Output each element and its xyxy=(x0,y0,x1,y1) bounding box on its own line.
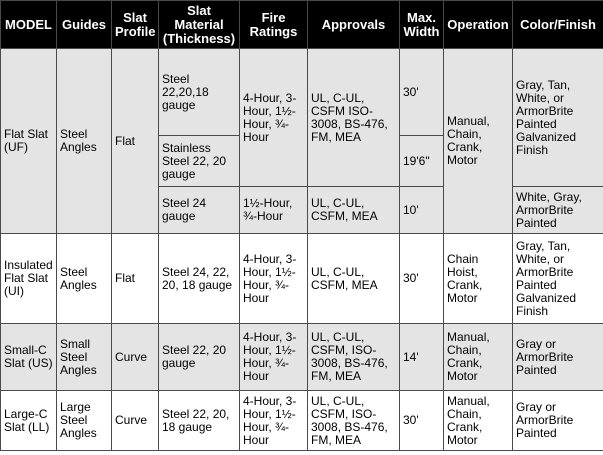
material-cell: Steel 22, 20 gauge xyxy=(158,323,240,391)
color-finish-cell: White, Gray, ArmorBrite Painted xyxy=(512,186,603,234)
model-cell: Large-C Slat (LL) xyxy=(0,390,57,451)
model-cell: Insulated Flat Slat (UI) xyxy=(0,233,57,324)
table-row: Large-C Slat (LL) Large Steel Angles Cur… xyxy=(0,390,603,451)
header-row: MODEL Guides Slat Profile Slat Material … xyxy=(0,0,603,49)
profile-cell: Curve xyxy=(111,323,159,391)
table-row: Insulated Flat Slat (UI) Steel Angles Fl… xyxy=(0,233,603,324)
operation-cell: Manual, Chain, Crank, Motor xyxy=(443,390,513,451)
color-finish-cell: Gray, Tan, White, or ArmorBrite Painted … xyxy=(512,233,603,324)
col-header-color-finish: Color/Finish xyxy=(512,0,603,49)
model-cell: Small-C Slat (US) xyxy=(0,323,57,391)
model-cell: Flat Slat (UF) xyxy=(0,48,57,234)
col-header-slat-material: Slat Material (Thickness) xyxy=(158,0,240,49)
fire-rating-cell: 4-Hour, 3-Hour, 1½-Hour, ¾-Hour xyxy=(239,323,308,391)
material-cell: Steel 24 gauge xyxy=(158,186,240,234)
max-width-cell: 10' xyxy=(399,186,444,234)
col-header-guides: Guides xyxy=(56,0,112,49)
col-header-operation: Operation xyxy=(443,0,513,49)
max-width-cell: 30' xyxy=(399,390,444,451)
col-header-max-width: Max. Width xyxy=(399,0,444,49)
approvals-cell: UL, C-UL, CSFM, ISO-3008, BS-476, FM, ME… xyxy=(307,390,400,451)
approvals-cell: UL, C-UL, CSFM, ISO-3008, BS-476, FM, ME… xyxy=(307,323,400,391)
table-row: Steel 24 gauge 1½-Hour, ¾-Hour UL, C-UL,… xyxy=(1,186,603,234)
col-header-model: MODEL xyxy=(0,0,57,49)
max-width-cell: 30' xyxy=(399,233,444,324)
table-row: Flat Slat (UF) Steel Angles Flat Steel 2… xyxy=(0,48,603,234)
table-row: Stainless Steel 22, 20 gauge 19'6" xyxy=(1,135,603,187)
operation-cell: Manual, Chain, Crank, Motor xyxy=(443,323,513,391)
profile-cell: Flat xyxy=(111,48,159,234)
operation-cell: Manual, Chain, Crank, Motor xyxy=(443,48,513,234)
material-cell: Stainless Steel 22, 20 gauge xyxy=(158,135,240,187)
fire-rating-cell: 4-Hour, 3-Hour, 1½-Hour, ¾-Hour xyxy=(239,48,308,187)
color-finish-cell: Gray, Tan, White, or ArmorBrite Painted … xyxy=(512,48,603,187)
guides-cell: Small Steel Angles xyxy=(56,323,112,391)
material-cell: Steel 22, 20, 18 gauge xyxy=(158,390,240,451)
material-cell: Steel 24, 22, 20, 18 gauge xyxy=(158,233,240,324)
col-header-slat-profile: Slat Profile xyxy=(111,0,159,49)
approvals-cell: UL, C-UL, CSFM, MEA xyxy=(307,233,400,324)
guides-cell: Steel Angles xyxy=(56,48,112,234)
profile-cell: Flat xyxy=(111,233,159,324)
color-finish-cell: Gray or ArmorBrite Painted xyxy=(512,323,603,391)
max-width-cell: 14' xyxy=(399,323,444,391)
fire-rating-cell: 4-Hour, 3-Hour, 1½-Hour, ¾-Hour xyxy=(239,390,308,451)
table-row: Small-C Slat (US) Small Steel Angles Cur… xyxy=(0,323,603,391)
guides-cell: Large Steel Angles xyxy=(56,390,112,451)
col-header-approvals: Approvals xyxy=(307,0,400,49)
max-width-cell: 30' xyxy=(399,48,444,136)
col-header-fire-ratings: Fire Ratings xyxy=(239,0,308,49)
profile-cell: Curve xyxy=(111,390,159,451)
approvals-cell: UL, C-UL, CSFM, MEA xyxy=(307,186,400,234)
color-finish-cell: Gray or ArmorBrite Painted xyxy=(512,390,603,451)
operation-cell: Chain Hoist, Crank, Motor xyxy=(443,233,513,324)
material-cell: Steel 22,20,18 gauge xyxy=(158,48,240,136)
guides-cell: Steel Angles xyxy=(56,233,112,324)
fire-rating-cell: 4-Hour, 3-Hour, 1½-Hour, ¾-Hour xyxy=(239,233,308,324)
fire-rating-cell: 1½-Hour, ¾-Hour xyxy=(239,186,308,234)
max-width-cell: 19'6" xyxy=(399,135,444,187)
approvals-cell: UL, C-UL, CSFM ISO-3008, BS-476, FM, MEA xyxy=(307,48,400,187)
